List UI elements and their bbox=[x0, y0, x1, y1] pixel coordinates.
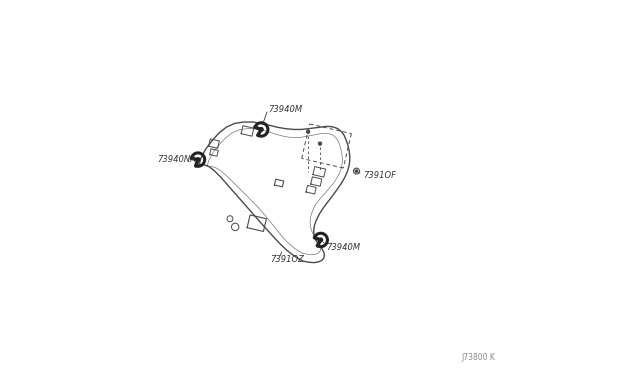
Text: 73940NA: 73940NA bbox=[157, 155, 196, 164]
Circle shape bbox=[355, 170, 358, 172]
Circle shape bbox=[319, 238, 323, 242]
Circle shape bbox=[319, 142, 321, 145]
Circle shape bbox=[259, 128, 263, 131]
Text: 73940M: 73940M bbox=[326, 243, 360, 252]
Circle shape bbox=[196, 158, 200, 161]
Circle shape bbox=[307, 130, 310, 133]
Text: J73800 K: J73800 K bbox=[461, 353, 495, 362]
Text: 7391OZ: 7391OZ bbox=[270, 255, 303, 264]
Text: 73940M: 73940M bbox=[268, 105, 302, 114]
Text: 7391OF: 7391OF bbox=[363, 171, 396, 180]
